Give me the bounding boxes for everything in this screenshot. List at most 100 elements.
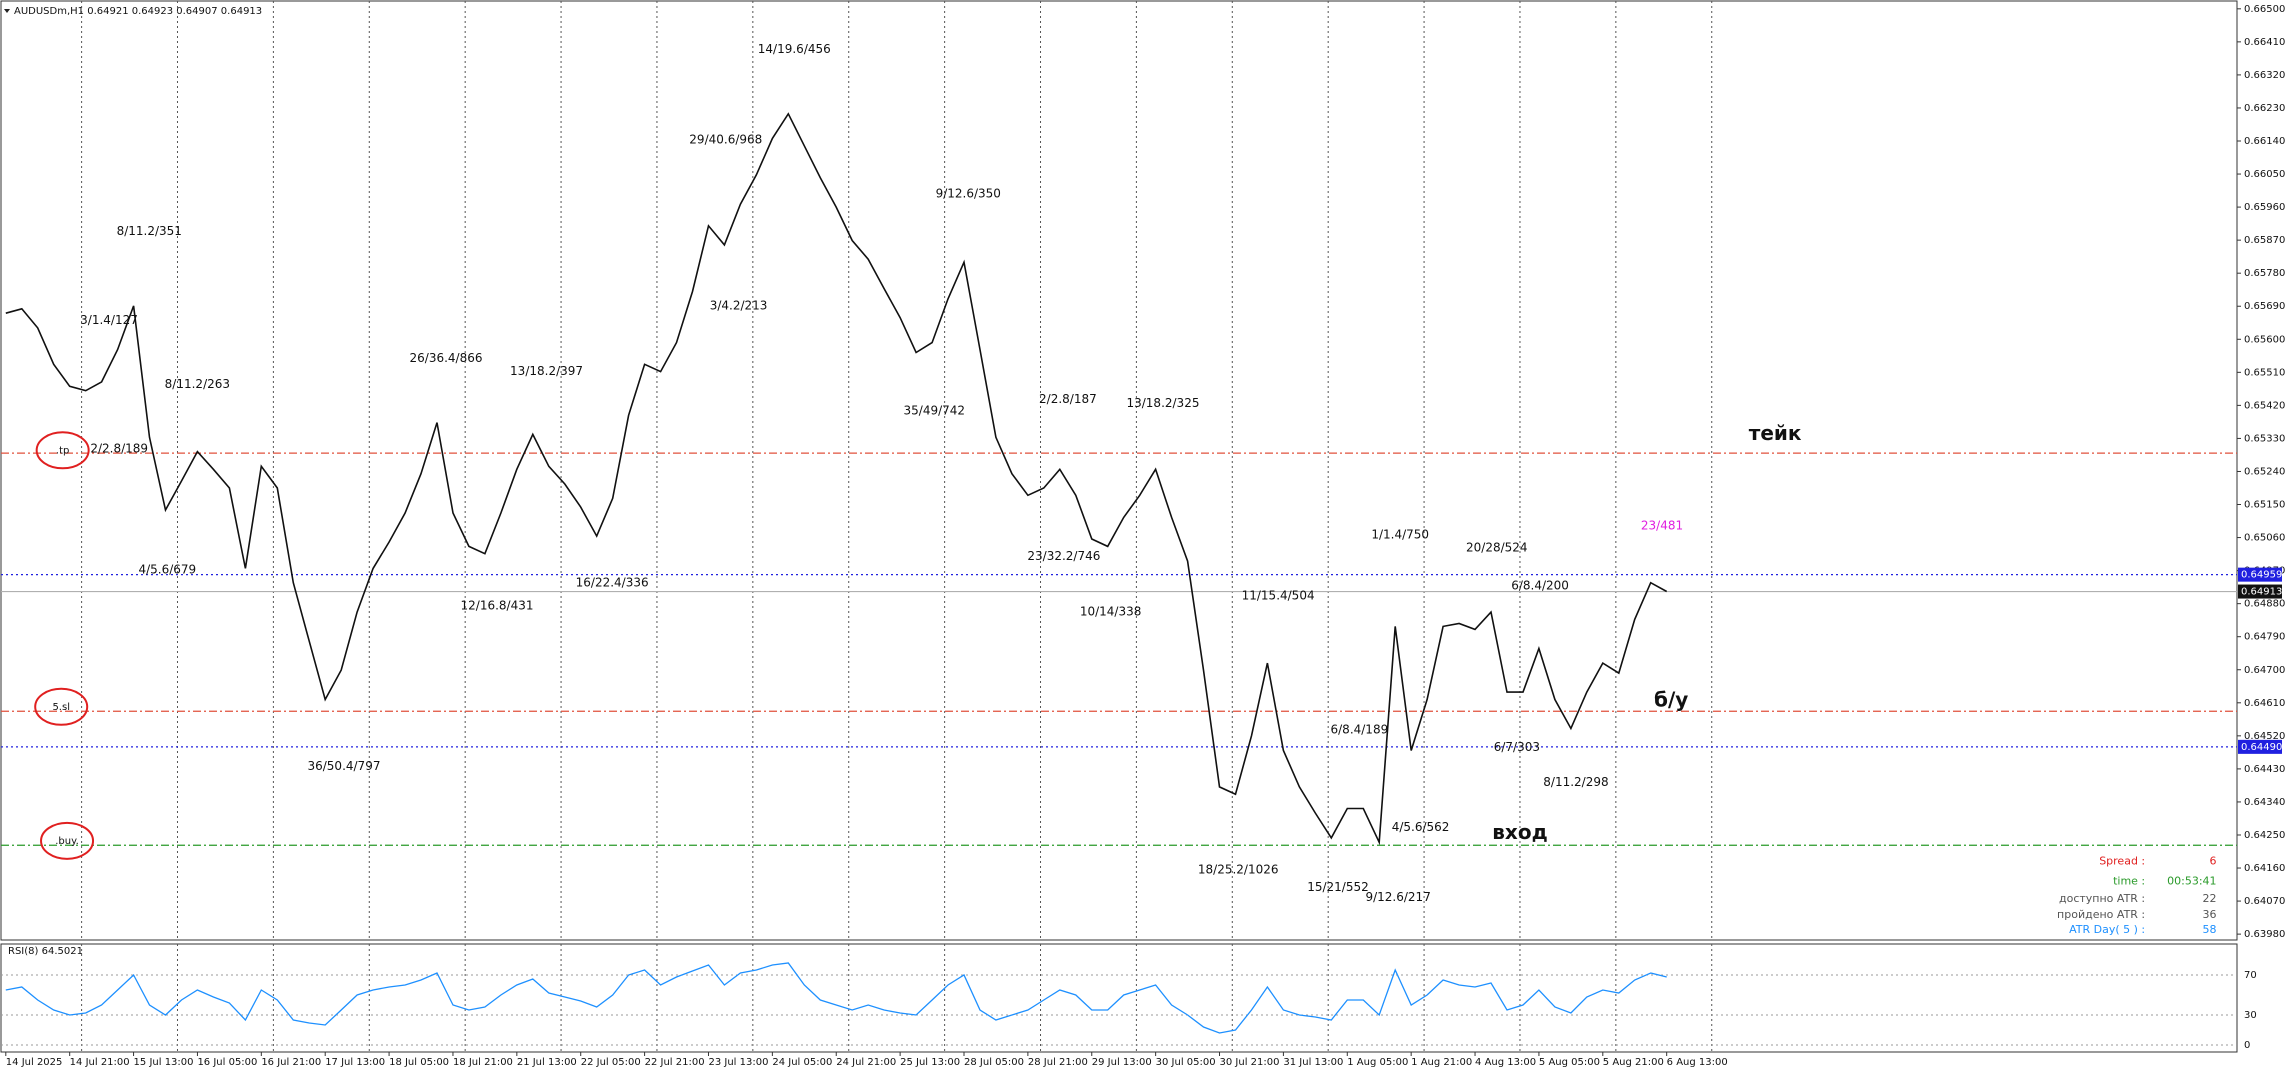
zigzag-annotation: 23/32.2/746 — [1027, 549, 1100, 563]
price-level-box — [2238, 584, 2282, 599]
zigzag-annotation: 2/2.8/189 — [90, 441, 148, 455]
zigzag-annotation: 8/11.2/351 — [117, 224, 182, 238]
y-tick-label: 0.64430 — [2244, 764, 2285, 775]
info-value: 6 — [2210, 854, 2217, 867]
y-tick-label: 0.64070 — [2244, 896, 2285, 907]
y-tick-label: 0.64160 — [2244, 863, 2285, 874]
y-tick-label: 0.66500 — [2244, 4, 2285, 15]
info-value: 22 — [2203, 892, 2217, 905]
x-tick-label: 31 Jul 13:00 — [1283, 1057, 1343, 1068]
x-tick-label: 15 Jul 13:00 — [134, 1057, 194, 1068]
zigzag-annotation: 14/19.6/456 — [758, 42, 831, 56]
zigzag-annotation: 6/7/303 — [1494, 740, 1540, 754]
x-tick-label: 30 Jul 05:00 — [1156, 1057, 1216, 1068]
x-tick-label: 28 Jul 05:00 — [964, 1057, 1024, 1068]
info-value: 36 — [2203, 908, 2217, 921]
price-level-label: 0.64913 — [2241, 587, 2282, 598]
price-level-box — [2238, 567, 2282, 582]
y-tick-label: 0.64610 — [2244, 698, 2285, 709]
x-tick-label: 24 Jul 21:00 — [836, 1057, 896, 1068]
trade-label: б/у — [1654, 687, 1688, 711]
x-tick-label: 5 Aug 05:00 — [1539, 1057, 1600, 1068]
x-tick-label: 18 Jul 05:00 — [389, 1057, 449, 1068]
marker-label: .tp — [56, 445, 69, 456]
zigzag-annotation: 6/8.4/200 — [1511, 578, 1569, 592]
zigzag-annotation: 29/40.6/968 — [689, 132, 762, 146]
x-tick-label: 5 Aug 21:00 — [1603, 1057, 1664, 1068]
main-plot-frame — [0, 0, 2238, 941]
rsi-tick-label: 30 — [2244, 1010, 2257, 1021]
info-label: доступно ATR : — [2059, 892, 2145, 905]
x-tick-label: 28 Jul 21:00 — [1028, 1057, 1088, 1068]
y-tick-label: 0.65330 — [2244, 433, 2285, 444]
y-tick-label: 0.64700 — [2244, 665, 2285, 676]
x-tick-label: 29 Jul 13:00 — [1092, 1057, 1152, 1068]
x-tick-label: 23 Jul 13:00 — [708, 1057, 768, 1068]
rsi-plot-frame — [0, 943, 2238, 1053]
info-label: пройдено ATR : — [2057, 908, 2145, 921]
x-tick-label: 24 Jul 05:00 — [772, 1057, 832, 1068]
price-line — [5, 112, 1668, 846]
zigzag-annotation: 8/11.2/298 — [1543, 775, 1608, 789]
zigzag-annotation: 8/11.2/263 — [165, 377, 230, 391]
x-tick-label: 21 Jul 13:00 — [517, 1057, 577, 1068]
trade-label: вход — [1492, 820, 1547, 844]
x-tick-label: 18 Jul 21:00 — [453, 1057, 513, 1068]
info-value: 58 — [2203, 923, 2217, 936]
zigzag-annotation: 36/50.4/797 — [307, 759, 380, 773]
zigzag-annotation: 18/25.2/1026 — [1198, 863, 1279, 877]
x-tick-label: 30 Jul 21:00 — [1220, 1057, 1280, 1068]
y-tick-label: 0.65510 — [2244, 367, 2285, 378]
zigzag-annotation: 20/28/524 — [1466, 540, 1528, 554]
marker-label: .buy. — [55, 836, 79, 847]
x-tick-label: 6 Aug 13:00 — [1667, 1057, 1728, 1068]
x-tick-label: 16 Jul 21:00 — [261, 1057, 321, 1068]
y-tick-label: 0.64250 — [2244, 830, 2285, 841]
y-tick-label: 0.65600 — [2244, 334, 2285, 345]
zigzag-annotation: 1/1.4/750 — [1371, 527, 1429, 541]
info-label: ATR Day( 5 ) : — [2069, 923, 2145, 936]
y-tick-label: 0.65420 — [2244, 400, 2285, 411]
marker-circle — [40, 821, 95, 860]
y-tick-label: 0.64880 — [2244, 599, 2285, 610]
zigzag-annotation: 13/18.2/397 — [510, 364, 583, 378]
x-tick-label: 16 Jul 05:00 — [197, 1057, 257, 1068]
zigzag-annotation: 3/1.4/127 — [80, 313, 138, 327]
zigzag-annotation: 12/16.8/431 — [461, 599, 534, 613]
zigzag-annotation: 13/18.2/325 — [1126, 396, 1199, 410]
y-tick-label: 0.65240 — [2244, 466, 2285, 477]
y-tick-label: 0.66230 — [2244, 103, 2285, 114]
x-tick-label: 1 Aug 05:00 — [1347, 1057, 1408, 1068]
marker-circle — [35, 431, 90, 470]
y-tick-label: 0.66140 — [2244, 136, 2285, 147]
marker-circle — [34, 687, 89, 726]
zigzag-annotation: 11/15.4/504 — [1242, 589, 1315, 603]
zigzag-annotation: 4/5.6/679 — [138, 562, 196, 576]
price-level-label: 0.64490 — [2241, 742, 2282, 753]
trade-label: тейк — [1749, 421, 1802, 445]
rsi-tick-label: 0 — [2244, 1040, 2250, 1051]
y-tick-label: 0.66050 — [2244, 169, 2285, 180]
zigzag-annotation: 3/4.2/213 — [710, 299, 768, 313]
menu-triangle[interactable] — [4, 9, 10, 13]
zigzag-annotation: 23/481 — [1641, 519, 1683, 533]
price-line — [5, 962, 1667, 1034]
zigzag-annotation: 15/21/552 — [1307, 880, 1369, 894]
x-tick-label: 22 Jul 21:00 — [645, 1057, 705, 1068]
y-tick-label: 0.66410 — [2244, 37, 2285, 48]
zigzag-annotation: 4/5.6/562 — [1392, 820, 1450, 834]
y-tick-label: 0.63980 — [2244, 929, 2285, 940]
y-tick-label: 0.65870 — [2244, 235, 2285, 246]
rsi-title: RSI(8) 64.5021 — [8, 946, 83, 957]
zigzag-annotation: 9/12.6/217 — [1365, 890, 1430, 904]
x-tick-label: 1 Aug 21:00 — [1411, 1057, 1472, 1068]
marker-label: 5.sl — [52, 702, 70, 713]
x-tick-label: 14 Jul 2025 — [6, 1057, 63, 1068]
zigzag-annotation: 2/2.8/187 — [1039, 392, 1097, 406]
y-tick-label: 0.64790 — [2244, 632, 2285, 643]
y-tick-label: 0.65060 — [2244, 533, 2285, 544]
chart-title: AUDUSDm,H1 0.64921 0.64923 0.64907 0.649… — [14, 6, 262, 17]
info-label: time : — [2113, 875, 2145, 888]
